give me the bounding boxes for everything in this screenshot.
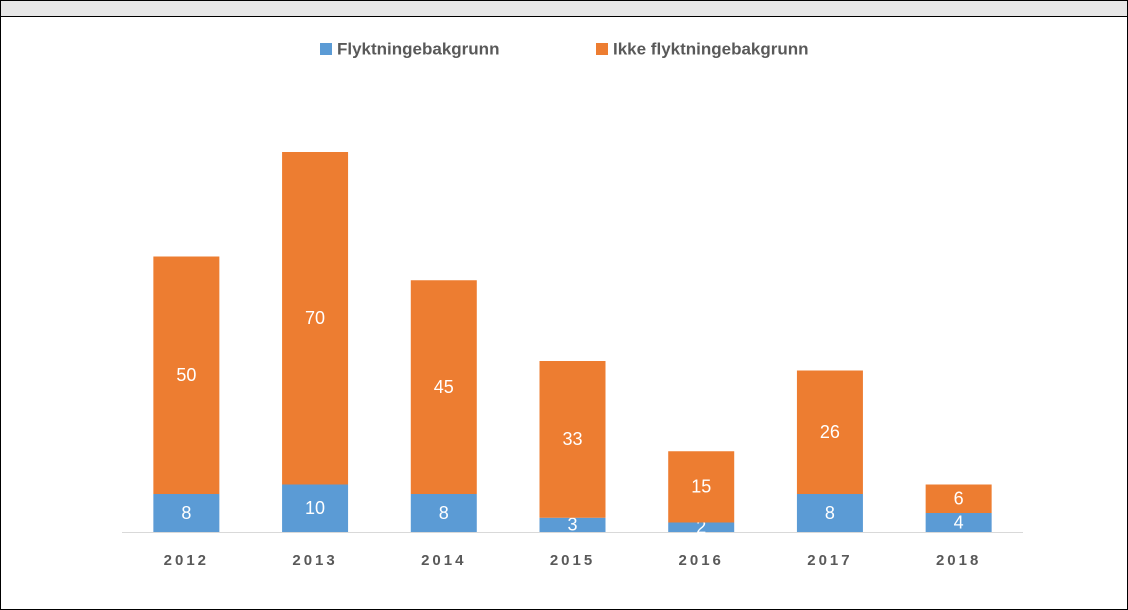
bar-segment — [282, 152, 349, 485]
bar-segment — [796, 494, 863, 532]
bar-segment — [796, 370, 863, 494]
x-tick-label: 2013 — [292, 552, 337, 569]
header-strip — [0, 0, 1128, 17]
legend-label: Flyktningebakgrunn — [337, 39, 499, 58]
data-label: 70 — [305, 308, 325, 328]
x-tick-label: 2014 — [421, 552, 466, 569]
data-label: 8 — [439, 503, 449, 523]
bar-segment — [153, 494, 220, 532]
x-tick-label: 2017 — [807, 552, 852, 569]
data-label: 45 — [434, 377, 454, 397]
bar-segment — [153, 256, 220, 494]
bar-segment — [282, 484, 349, 532]
data-label: 6 — [954, 489, 964, 509]
bar-segment — [925, 513, 992, 532]
data-label: 4 — [954, 512, 964, 532]
data-label: 8 — [825, 503, 835, 523]
data-label: 50 — [176, 365, 196, 385]
data-label: 3 — [567, 515, 577, 535]
bar-segment — [668, 451, 735, 523]
data-label: 10 — [305, 498, 325, 518]
data-label: 26 — [820, 422, 840, 442]
x-tick-label: 2016 — [679, 552, 724, 569]
bar-segment — [668, 522, 735, 532]
bar-segment — [539, 361, 606, 518]
data-label: 15 — [691, 477, 711, 497]
bar-segment — [539, 517, 606, 532]
legend-label: Ikke flyktningebakgrunn — [613, 39, 809, 58]
data-label: 8 — [181, 503, 191, 523]
x-tick-label: 2012 — [164, 552, 209, 569]
bar-segment — [410, 494, 477, 532]
bar-segment — [410, 280, 477, 494]
legend-swatch — [596, 43, 608, 55]
x-tick-label: 2018 — [936, 552, 981, 569]
legend-swatch — [320, 43, 332, 55]
bar-segment — [925, 484, 992, 513]
data-label: 33 — [562, 429, 582, 449]
x-tick-label: 2015 — [550, 552, 595, 569]
data-label: 2 — [696, 517, 706, 537]
